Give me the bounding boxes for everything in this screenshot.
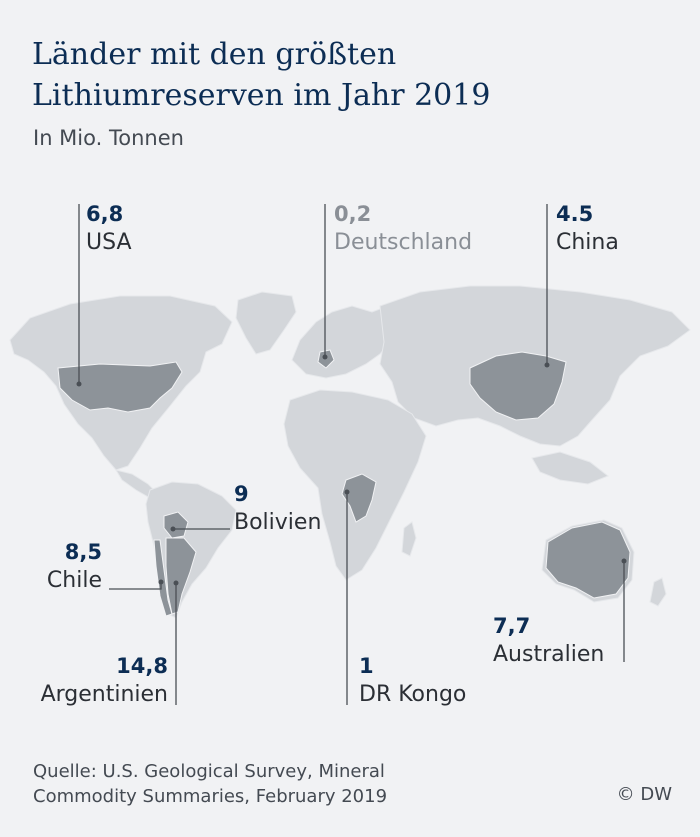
usa-shape xyxy=(57,361,183,413)
greenland-shape xyxy=(235,291,297,355)
bolivia-shape xyxy=(163,511,189,539)
source-note: Quelle: U.S. Geological Survey, Mineral … xyxy=(33,759,387,809)
usa-dot xyxy=(76,381,82,387)
value-china: 4.5 xyxy=(556,202,594,226)
value-deutschland: 0,2 xyxy=(334,202,372,226)
argentina-shape xyxy=(165,537,197,615)
madagascar-shape xyxy=(401,521,417,557)
label-usa: 6,8 USA xyxy=(86,200,132,258)
australien-dot xyxy=(621,558,627,564)
unit-subtitle: In Mio. Tonnen xyxy=(33,126,184,150)
name-australien: Australien xyxy=(493,642,605,667)
name-china: China xyxy=(556,230,619,255)
label-dr-kongo: 1 DR Kongo xyxy=(359,652,466,710)
australia-highlight-shape xyxy=(545,521,631,599)
value-argentinien: 14,8 xyxy=(116,654,168,678)
chart-title: Länder mit den größten Lithiumreserven i… xyxy=(32,34,672,116)
dr-kongo-shape xyxy=(341,473,377,523)
chile-dot xyxy=(158,579,164,585)
label-chile: 8,5 Chile xyxy=(47,538,102,596)
label-bolivien: 9 Bolivien xyxy=(234,480,321,538)
value-dr-kongo: 1 xyxy=(359,654,374,678)
label-china: 4.5 China xyxy=(556,200,619,258)
label-australien: 7,7 Australien xyxy=(493,612,604,670)
bolivien-dot xyxy=(170,526,176,532)
dr-kongo-dot xyxy=(344,489,350,495)
name-dr-kongo: DR Kongo xyxy=(359,682,467,707)
value-australien: 7,7 xyxy=(493,614,531,638)
dw-credit: © DW xyxy=(616,784,672,805)
new-zealand-shape xyxy=(649,577,667,607)
source-line-1: Quelle: U.S. Geological Survey, Mineral xyxy=(33,761,385,782)
title-line-1: Länder mit den größten xyxy=(32,37,397,72)
name-argentinien: Argentinien xyxy=(40,682,168,707)
label-argentinien: 14,8 Argentinien xyxy=(41,652,168,710)
name-bolivien: Bolivien xyxy=(234,510,322,535)
chile-leader-line xyxy=(109,582,162,590)
name-deutschland: Deutschland xyxy=(334,230,473,255)
name-chile: Chile xyxy=(46,568,102,593)
label-deutschland: 0,2 Deutschland xyxy=(334,200,472,258)
deutschland-dot xyxy=(322,354,328,360)
leader-lines xyxy=(78,204,625,705)
argentinien-dot xyxy=(173,580,179,586)
value-bolivien: 9 xyxy=(234,482,249,506)
china-dot xyxy=(544,362,550,368)
title-line-2: Lithiumreserven im Jahr 2019 xyxy=(32,78,491,113)
china-shape xyxy=(469,351,567,421)
name-usa: USA xyxy=(86,230,132,255)
value-usa: 6,8 xyxy=(86,202,124,226)
highlighted-countries xyxy=(57,349,631,617)
leader-dots xyxy=(76,354,627,586)
value-chile: 8,5 xyxy=(64,540,102,564)
southeast-asia-shape xyxy=(531,451,609,485)
source-line-2: Commodity Summaries, February 2019 xyxy=(33,786,388,807)
